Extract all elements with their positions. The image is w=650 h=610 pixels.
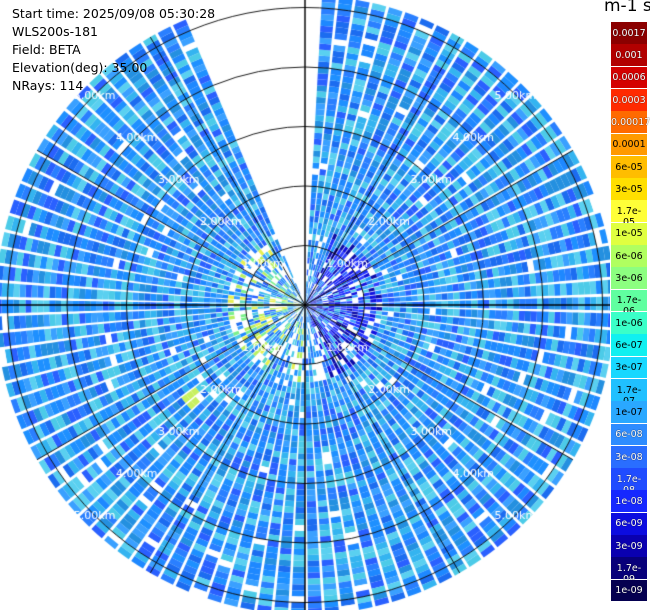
colorbar: 0.0017 0.001 0.0006 0.0003 0.00017 0.0001 6e-0… bbox=[611, 22, 650, 603]
colorbar-tick-label: 1.7e-07 bbox=[616, 384, 642, 407]
colorbar-tick-label: 1.7e-06 bbox=[616, 295, 642, 317]
colorbar-cell bbox=[611, 267, 647, 291]
colorbar-tick-label: 3e-08 bbox=[615, 451, 643, 463]
colorbar-tick-label: 1e-09 bbox=[615, 585, 643, 597]
colorbar-cell bbox=[611, 557, 647, 581]
colorbar-tick-label: 3e-09 bbox=[615, 540, 643, 552]
colorbar-tick-label: 1e-08 bbox=[615, 496, 643, 508]
colorbar-tick-label: 0.001 bbox=[615, 49, 643, 61]
colorbar-tick-label: 6e-07 bbox=[615, 339, 643, 351]
colorbar-tick-label: 6e-06 bbox=[615, 250, 643, 262]
colorbar-tick-label: 1.7e-08 bbox=[616, 473, 642, 496]
colorbar-cell bbox=[611, 111, 647, 135]
colorbar-tick-label: 3e-06 bbox=[615, 273, 643, 285]
colorbar-tick-label: 6e-09 bbox=[615, 518, 643, 530]
colorbar-tick-label: 1.7e-05 bbox=[616, 206, 642, 228]
elevation-label: Elevation(deg): 35.00 bbox=[12, 60, 148, 75]
colorbar-cell bbox=[611, 66, 647, 90]
colorbar-tick-label: 3e-07 bbox=[615, 362, 643, 374]
start-time-label: Start time: 2025/09/08 05:30:28 bbox=[12, 6, 216, 21]
colorbar-cell bbox=[611, 423, 647, 447]
colorbar-cell bbox=[611, 245, 647, 268]
colorbar-cell bbox=[611, 289, 647, 313]
colorbar-tick-label: 1e-05 bbox=[615, 228, 643, 240]
instrument-label: WLS200s-181 bbox=[12, 24, 98, 39]
ppi-plot bbox=[0, 0, 610, 610]
nrays-label: NRays: 114 bbox=[12, 78, 84, 93]
colorbar-tick-label: 1e-06 bbox=[615, 317, 643, 329]
colorbar-tick-label: 6e-08 bbox=[615, 429, 643, 441]
field-label: Field: BETA bbox=[12, 42, 81, 57]
colorbar-tick-label: 0.0006 bbox=[612, 72, 646, 84]
colorbar-cell bbox=[611, 133, 647, 157]
colorbar-tick-label: 0.0003 bbox=[612, 94, 646, 106]
colorbar-cell bbox=[611, 468, 647, 491]
colorbar-tick-label: 0.0001 bbox=[612, 139, 646, 151]
colorbar-title: m-1 sr-1 bbox=[604, 0, 650, 16]
colorbar-cell bbox=[611, 490, 647, 514]
colorbar-tick-label: 1e-07 bbox=[615, 406, 643, 418]
colorbar-cell bbox=[611, 200, 647, 224]
colorbar-tick-label: 0.0017 bbox=[612, 27, 646, 39]
colorbar-cell bbox=[611, 579, 647, 603]
colorbar-tick-label: 6e-05 bbox=[615, 161, 643, 173]
colorbar-tick-label: 3e-05 bbox=[615, 183, 643, 195]
colorbar-tick-label: 0.00017 bbox=[611, 116, 650, 128]
colorbar-cell bbox=[611, 401, 647, 425]
colorbar-tick-label: 1.7e-09 bbox=[616, 563, 642, 585]
colorbar-cell bbox=[611, 178, 647, 201]
colorbar-cell bbox=[611, 535, 647, 558]
colorbar-cell bbox=[611, 44, 647, 68]
colorbar-cell bbox=[611, 356, 647, 380]
colorbar-cell bbox=[611, 334, 647, 358]
